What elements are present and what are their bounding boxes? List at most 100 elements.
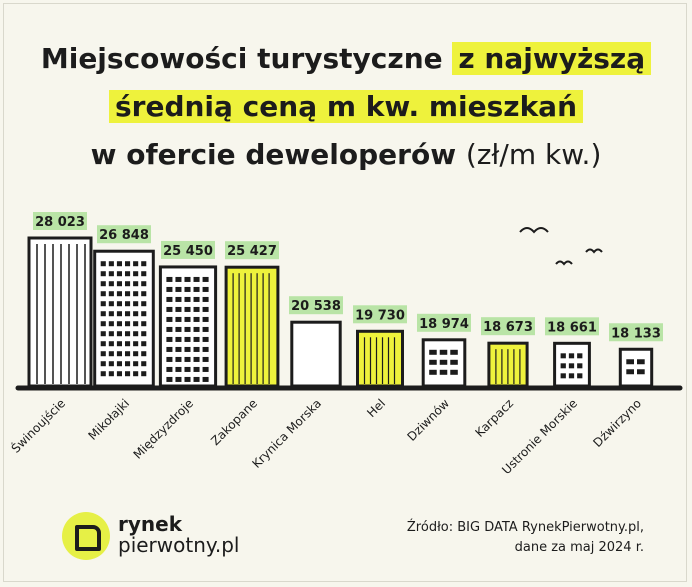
building-window (175, 296, 182, 302)
building-window (193, 366, 200, 372)
building-window (166, 276, 173, 282)
building-window (100, 371, 106, 377)
building-window (184, 356, 191, 362)
rynek-pierwotny-logo-icon (62, 512, 110, 560)
building-window (108, 331, 114, 337)
building-window (141, 301, 147, 307)
building-window (450, 359, 458, 365)
building-window (193, 316, 200, 322)
building-window (116, 321, 122, 327)
building-window (125, 301, 131, 307)
building-window (166, 376, 173, 382)
building-window (125, 351, 131, 357)
building-window (125, 331, 131, 337)
building-window (166, 336, 173, 342)
building-window (637, 369, 645, 375)
building-window (202, 376, 209, 382)
building-window (429, 349, 437, 355)
building-window (166, 316, 173, 322)
building-window (141, 311, 147, 317)
building-window (141, 331, 147, 337)
building-window (429, 369, 437, 375)
building-window (100, 351, 106, 357)
building-window (133, 371, 139, 377)
building-window (116, 361, 122, 367)
building-window (184, 286, 191, 292)
source-line-1: Źródło: BIG DATA RynekPierwotny.pl, (406, 520, 644, 535)
building-window (202, 316, 209, 322)
value-label-bg-9 (609, 323, 663, 342)
building-window (560, 353, 566, 359)
title-line-3: w ofercie deweloperów (zł/m kw.) (0, 136, 692, 174)
title-line-2-highlight: średnią ceną m kw. mieszkań (108, 90, 584, 123)
logo-line-2: pierwotny.pl (118, 533, 240, 557)
building-window (202, 336, 209, 342)
building-window (116, 261, 122, 267)
building-window (184, 366, 191, 372)
title-line-2: średnią ceną m kw. mieszkań (0, 88, 692, 126)
building-window (577, 353, 583, 359)
value-label-bg-1 (97, 225, 151, 244)
value-label-3: 25 427 (227, 244, 277, 259)
building-window (166, 356, 173, 362)
building-window (202, 366, 209, 372)
building-window (568, 373, 575, 379)
building-window (184, 346, 191, 352)
building-window (202, 326, 209, 332)
building-window (108, 291, 114, 297)
building-window (133, 271, 139, 277)
building-window (116, 341, 122, 347)
building-window (141, 321, 147, 327)
building-window (184, 306, 191, 312)
source-line-2: dane za maj 2024 r. (514, 540, 644, 555)
bar-building-4 (290, 320, 342, 388)
bird-icon (519, 227, 549, 234)
value-label-0: 28 023 (35, 215, 85, 230)
value-label-4: 20 538 (291, 299, 341, 314)
building-window (133, 311, 139, 317)
category-label-0: Świnoujście (8, 396, 68, 456)
building-window (193, 276, 200, 282)
value-label-bg-6 (417, 313, 471, 332)
building-window (133, 291, 139, 297)
building-window (125, 281, 131, 287)
building-window (125, 271, 131, 277)
building-window (175, 366, 182, 372)
value-label-bg-8 (545, 317, 599, 336)
value-label-9: 18 133 (611, 326, 661, 341)
building-window (108, 341, 114, 347)
bar-building-2 (158, 265, 218, 388)
value-label-bg-0 (33, 212, 87, 230)
value-label-6: 18 974 (419, 317, 469, 332)
building-window (133, 351, 139, 357)
building-window (439, 349, 448, 355)
building-window (100, 291, 106, 297)
building-window (100, 341, 106, 347)
building-window (560, 363, 566, 369)
building-window (184, 296, 191, 302)
title-line-1: Miejscowości turystyczne z najwyższą (0, 40, 692, 78)
title-line-1-plain: Miejscowości turystyczne (40, 42, 443, 75)
building-window (175, 346, 182, 352)
building-window (560, 373, 566, 379)
building-window (133, 301, 139, 307)
title-line-1-highlight: z najwyższą (452, 42, 652, 75)
building-window (166, 326, 173, 332)
building-window (193, 376, 200, 382)
building-window (108, 321, 114, 327)
building-window (175, 276, 182, 282)
building-window (202, 296, 209, 302)
bar-building-3 (224, 265, 280, 388)
building-bar-chart: 28 023 Świnoujście 26 848 Mikołajki 25 450 Mi… (8, 212, 683, 477)
building-window (175, 326, 182, 332)
building-window (193, 306, 200, 312)
bar-building-9 (618, 347, 654, 388)
building-window (125, 321, 131, 327)
building-window (193, 346, 200, 352)
building-window (108, 301, 114, 307)
source-note: Źródło: BIG DATA RynekPierwotny.pl, dane… (407, 518, 644, 558)
building-window (125, 311, 131, 317)
building-window (125, 291, 131, 297)
building-window (100, 281, 106, 287)
category-label-4: Krynica Morska (249, 396, 324, 471)
